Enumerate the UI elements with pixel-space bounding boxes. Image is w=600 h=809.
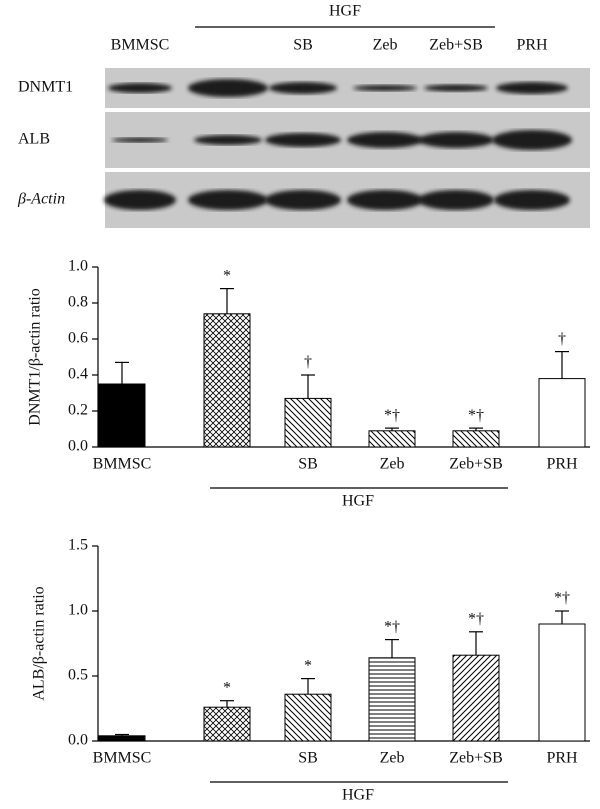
- y-tick-label: 0.0: [68, 732, 88, 749]
- y-tick-label: 0.4: [68, 366, 88, 383]
- blot-band: [188, 79, 268, 97]
- blot-lane-label: PRH: [516, 37, 548, 54]
- annotation: *†: [384, 618, 400, 635]
- blot-lane-label: Zeb+SB: [429, 37, 482, 54]
- y-tick-label: 0.5: [68, 667, 88, 684]
- x-tick-label: Zeb: [380, 750, 405, 767]
- blot-row-label: ALB: [18, 131, 50, 148]
- bar: [538, 623, 586, 742]
- bar: [284, 397, 332, 448]
- bar: [368, 657, 416, 742]
- x-tick-label: Zeb+SB: [449, 456, 502, 473]
- x-tick-label: BMMSC: [93, 456, 152, 473]
- blot-band: [347, 132, 423, 148]
- y-axis-label: DNMT1/β-actin ratio: [27, 288, 44, 425]
- blot-band: [269, 82, 337, 94]
- y-tick-label: 1.0: [68, 258, 88, 275]
- blot-band: [492, 130, 572, 150]
- blot-band: [188, 190, 268, 210]
- blot-band: [108, 83, 172, 93]
- blot-lane-label: Zeb: [373, 37, 398, 54]
- y-tick-label: 1.0: [68, 602, 88, 619]
- annotation: *: [223, 267, 231, 284]
- x-tick-label: SB: [298, 750, 318, 767]
- blot-band: [496, 82, 568, 94]
- annotation: *†: [554, 590, 570, 607]
- bar: [203, 313, 251, 448]
- blot-band: [418, 132, 494, 148]
- bar: [452, 654, 500, 742]
- y-tick-label: 0.8: [68, 294, 88, 311]
- x-tick-label: Zeb: [380, 456, 405, 473]
- group-label: HGF: [342, 493, 374, 510]
- annotation: †: [304, 354, 312, 371]
- annotation: *: [223, 679, 231, 696]
- blot-row-label: DNMT1: [18, 79, 73, 96]
- y-tick-label: 0.2: [68, 402, 88, 419]
- group-label: HGF: [342, 787, 374, 804]
- bar: [98, 735, 146, 742]
- annotation: *†: [384, 407, 400, 424]
- annotation: *: [304, 657, 312, 674]
- blot-band: [353, 85, 417, 91]
- blot-band: [265, 190, 341, 210]
- bar: [98, 383, 146, 448]
- blot-band: [112, 137, 168, 143]
- bar: [203, 706, 251, 742]
- bar: [284, 693, 332, 742]
- annotation: *†: [468, 407, 484, 424]
- blot-band: [347, 190, 423, 210]
- blot-band: [104, 190, 176, 210]
- y-tick-label: 0.0: [68, 438, 88, 455]
- x-tick-label: PRH: [546, 456, 578, 473]
- blot-group-label: HGF: [329, 3, 361, 20]
- y-axis-label: ALB/β-actin ratio: [31, 586, 48, 700]
- bar: [452, 430, 500, 448]
- blot-band: [424, 84, 488, 92]
- bar: [538, 378, 586, 448]
- y-tick-label: 0.6: [68, 330, 88, 347]
- annotation: †: [558, 330, 566, 347]
- blot-lane-label: SB: [293, 37, 313, 54]
- bar: [368, 430, 416, 448]
- y-tick-label: 1.5: [68, 537, 88, 554]
- x-tick-label: SB: [298, 456, 318, 473]
- x-tick-label: PRH: [546, 750, 578, 767]
- blot-band: [418, 190, 494, 210]
- blot-row-label: β-Actin: [17, 191, 65, 208]
- blot-band: [265, 133, 341, 147]
- blot-band: [194, 135, 262, 145]
- blot-band: [494, 190, 570, 210]
- blot-lane-label: BMMSC: [111, 37, 170, 54]
- x-tick-label: Zeb+SB: [449, 750, 502, 767]
- x-tick-label: BMMSC: [93, 750, 152, 767]
- annotation: *†: [468, 610, 484, 627]
